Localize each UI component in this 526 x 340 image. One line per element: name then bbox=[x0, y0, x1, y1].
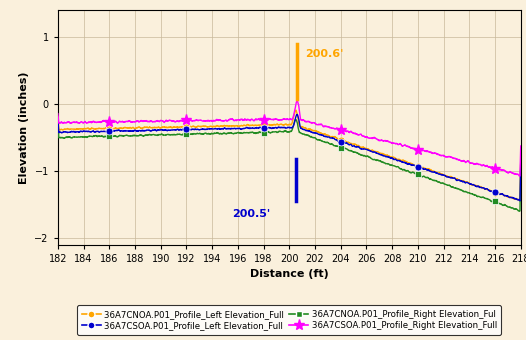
Text: 200.5': 200.5' bbox=[232, 209, 270, 219]
Y-axis label: Elevation (inches): Elevation (inches) bbox=[19, 71, 29, 184]
X-axis label: Distance (ft): Distance (ft) bbox=[250, 269, 329, 279]
Text: 200.6': 200.6' bbox=[305, 49, 343, 59]
Legend: 36A7CNOA.P01_Profile_Left Elevation_Full, 36A7CSOA.P01_Profile_Left Elevation_Fu: 36A7CNOA.P01_Profile_Left Elevation_Full… bbox=[77, 305, 501, 335]
